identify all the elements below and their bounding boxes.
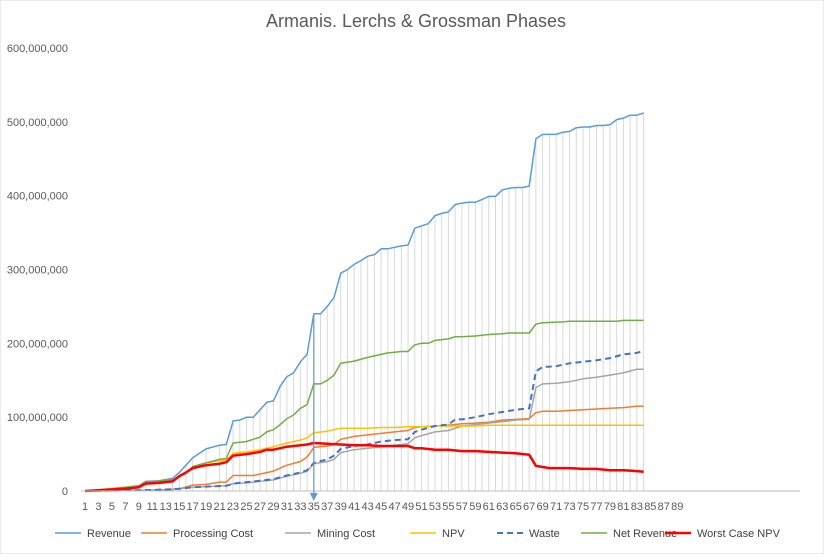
x-tick-label: 55 bbox=[442, 501, 454, 513]
y-tick-label: 0 bbox=[62, 486, 68, 498]
x-tick-label: 5 bbox=[109, 501, 115, 513]
y-tick-label: 300,000,000 bbox=[7, 265, 68, 277]
x-tick-label: 39 bbox=[335, 501, 347, 513]
x-tick-label: 11 bbox=[147, 501, 158, 513]
legend-label: Mining Cost bbox=[317, 528, 375, 540]
x-tick-label: 77 bbox=[590, 501, 602, 513]
x-tick-label: 31 bbox=[281, 501, 293, 513]
x-tick-label: 89 bbox=[671, 501, 683, 513]
x-tick-label: 53 bbox=[429, 501, 441, 513]
x-tick-label: 51 bbox=[415, 501, 427, 513]
chart-title: Armanis. Lerchs & Grossman Phases bbox=[266, 11, 566, 31]
x-tick-label: 25 bbox=[240, 501, 252, 513]
x-tick-label: 67 bbox=[523, 501, 535, 513]
legend-label: Processing Cost bbox=[173, 528, 253, 540]
x-tick-label: 75 bbox=[577, 501, 589, 513]
x-tick-label: 49 bbox=[402, 501, 414, 513]
x-tick-label: 71 bbox=[550, 501, 562, 513]
x-tick-label: 59 bbox=[469, 501, 481, 513]
highlight-arrow-icon bbox=[309, 493, 318, 501]
x-tick-label: 57 bbox=[456, 501, 468, 513]
series-line-7 bbox=[84, 441, 644, 493]
y-tick-label: 200,000,000 bbox=[7, 338, 68, 350]
legend-label: Worst Case NPV bbox=[697, 528, 781, 540]
legend-label: Revenue bbox=[87, 528, 131, 540]
x-tick-label: 3 bbox=[95, 501, 101, 513]
x-tick-label: 15 bbox=[173, 501, 185, 513]
x-tick-label: 35 bbox=[308, 501, 320, 513]
x-tick-label: 33 bbox=[294, 501, 306, 513]
x-tick-label: 83 bbox=[631, 501, 643, 513]
x-tick-label: 7 bbox=[122, 501, 128, 513]
x-tick-label: 37 bbox=[321, 501, 333, 513]
series-group bbox=[84, 112, 644, 493]
y-tick-label: 400,000,000 bbox=[7, 191, 68, 203]
x-tick-label: 87 bbox=[658, 501, 670, 513]
x-tick-label: 81 bbox=[617, 501, 629, 513]
x-tick-label: 47 bbox=[388, 501, 400, 513]
x-tick-label: 19 bbox=[200, 501, 212, 513]
x-tick-label: 23 bbox=[227, 501, 239, 513]
legend: Revenue Processing Cost Mining Cost NPV Wast… bbox=[55, 528, 781, 540]
drop-lines bbox=[97, 112, 645, 491]
x-tick-label: 65 bbox=[510, 501, 522, 513]
axes-group: 0 100,000,000 200,000,000 300,000,000 400,00… bbox=[7, 43, 800, 513]
x-tick-label: 79 bbox=[604, 501, 616, 513]
x-tick-label: 29 bbox=[267, 501, 279, 513]
series-line-1 bbox=[84, 112, 644, 492]
x-tick-label: 1 bbox=[82, 501, 88, 513]
x-tick-label: 61 bbox=[483, 501, 495, 513]
x-tick-label: 45 bbox=[375, 501, 387, 513]
x-tick-label: 69 bbox=[537, 501, 549, 513]
x-tick-label: 17 bbox=[187, 501, 199, 513]
series-line-5 bbox=[84, 349, 644, 492]
y-tick-label: 500,000,000 bbox=[7, 117, 68, 129]
y-tick-label: 100,000,000 bbox=[7, 412, 68, 424]
legend-label: NPV bbox=[442, 528, 465, 540]
x-tick-label: 21 bbox=[213, 501, 225, 513]
x-tick-label: 13 bbox=[160, 501, 172, 513]
series-line-2 bbox=[84, 405, 644, 492]
x-tick-label: 85 bbox=[644, 501, 656, 513]
y-tick-label: 600,000,000 bbox=[7, 43, 68, 55]
highlight-group bbox=[309, 313, 318, 501]
x-tick-label: 73 bbox=[563, 501, 575, 513]
x-tick-label: 9 bbox=[136, 501, 142, 513]
x-tick-label: 43 bbox=[362, 501, 374, 513]
x-tick-label: 27 bbox=[254, 501, 266, 513]
legend-label: Net Revenue bbox=[613, 528, 677, 540]
series-line-6 bbox=[84, 319, 644, 492]
x-tick-label: 63 bbox=[496, 501, 508, 513]
x-tick-label: 41 bbox=[348, 501, 360, 513]
legend-label: Waste bbox=[529, 528, 560, 540]
